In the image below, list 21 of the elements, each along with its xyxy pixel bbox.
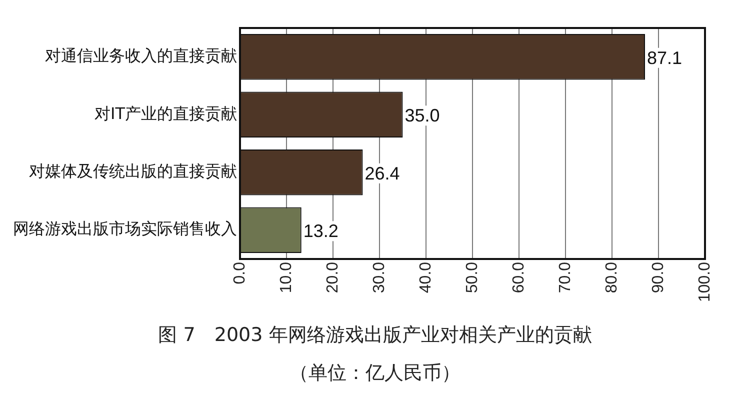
x-tick-label: 20.0: [324, 262, 342, 294]
text: 图 7 2003 年网络游戏出版产业对相关产业的贡献: [157, 323, 593, 348]
y-tick-label: 对媒体及传统出版的直接贡献: [29, 162, 237, 181]
x-tick-label: 30.0: [370, 262, 388, 294]
data-label: 35.0: [404, 106, 440, 126]
x-tick-label: 40.0: [417, 262, 434, 294]
y-tick-label: 网络游戏出版市场实际销售收入: [13, 219, 237, 238]
x-tick-label: 90.0: [650, 262, 667, 294]
data-label: 13.2: [303, 221, 338, 242]
x-tick-label: 80.0: [603, 262, 620, 294]
y-tick-label: 对通信业务收入的直接贡献: [45, 46, 237, 66]
x-tick-label: 100.0: [696, 262, 714, 302]
data-label: 87.1: [647, 48, 682, 68]
x-tick-label: 60.0: [510, 262, 528, 294]
data-label: 26.4: [364, 163, 400, 184]
x-tick-label: 70.0: [556, 262, 574, 294]
x-tick-label: 10.0: [278, 262, 295, 294]
x-tick-label: 0.0: [231, 262, 248, 284]
y-tick-label: 对IT产业的直接贡献: [94, 104, 237, 123]
text: （单位：亿人民币）: [288, 361, 462, 386]
x-tick-label: 50.0: [464, 262, 481, 294]
